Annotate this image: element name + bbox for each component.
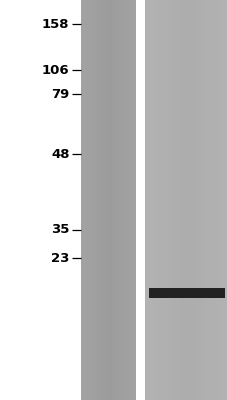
Bar [89,0,90,400]
Bar [86,0,87,400]
Bar [102,0,104,400]
Bar [111,0,112,400]
Bar [148,0,150,400]
Bar [130,0,131,400]
Bar [207,0,210,400]
Bar [218,0,220,400]
Bar [160,0,163,400]
Bar [91,0,93,400]
Bar [150,0,152,400]
Bar [87,0,89,400]
Bar [144,0,226,400]
Bar [179,0,181,400]
Bar [181,0,183,400]
Bar [85,0,86,400]
Bar [169,0,171,400]
Text: 106: 106 [42,64,69,76]
Bar [173,0,175,400]
Text: 158: 158 [42,18,69,30]
Bar [112,0,113,400]
Bar [123,0,124,400]
Bar [127,0,128,400]
Bar [175,0,177,400]
Bar [220,0,222,400]
Bar [203,0,205,400]
Bar [149,288,224,298]
Bar [171,0,173,400]
Bar [83,0,85,400]
Text: 48: 48 [51,148,69,160]
Bar [124,0,126,400]
Bar [101,0,102,400]
Bar [195,0,197,400]
Bar [199,0,201,400]
Text: 35: 35 [51,224,69,236]
Bar [152,0,154,400]
Bar [146,0,148,400]
Bar [94,0,96,400]
Bar [120,0,121,400]
Bar [81,0,135,400]
Bar [144,0,146,400]
Bar [119,0,120,400]
Bar [183,0,185,400]
Bar [121,0,123,400]
Bar [105,0,106,400]
Bar [165,0,167,400]
Bar [187,0,189,400]
Bar [189,0,191,400]
Bar [116,0,117,400]
Bar [212,0,214,400]
Bar [98,0,100,400]
Bar [128,0,130,400]
Bar [82,0,83,400]
Bar [134,0,135,400]
Bar [104,0,105,400]
Bar [167,0,169,400]
Bar [158,0,160,400]
Bar [216,0,218,400]
Bar [113,0,115,400]
Bar [154,0,156,400]
Bar [222,0,224,400]
Bar [156,0,158,400]
Bar [106,0,108,400]
Bar [81,0,82,400]
Bar [191,0,193,400]
Bar [210,0,212,400]
Bar [93,0,94,400]
Bar [109,0,111,400]
Bar [108,0,109,400]
Bar [117,0,119,400]
Bar [131,0,132,400]
Bar [96,0,97,400]
Bar [214,0,216,400]
Bar [201,0,203,400]
Text: 79: 79 [51,88,69,100]
Bar [185,0,187,400]
Bar [90,0,91,400]
Bar [197,0,199,400]
Bar [163,0,165,400]
Bar [177,0,179,400]
Bar [224,0,226,400]
Bar [205,0,207,400]
Bar [193,0,195,400]
Text: 23: 23 [51,252,69,264]
Bar [115,0,116,400]
Bar [132,0,134,400]
Bar [126,0,127,400]
Bar [100,0,101,400]
Bar [97,0,98,400]
